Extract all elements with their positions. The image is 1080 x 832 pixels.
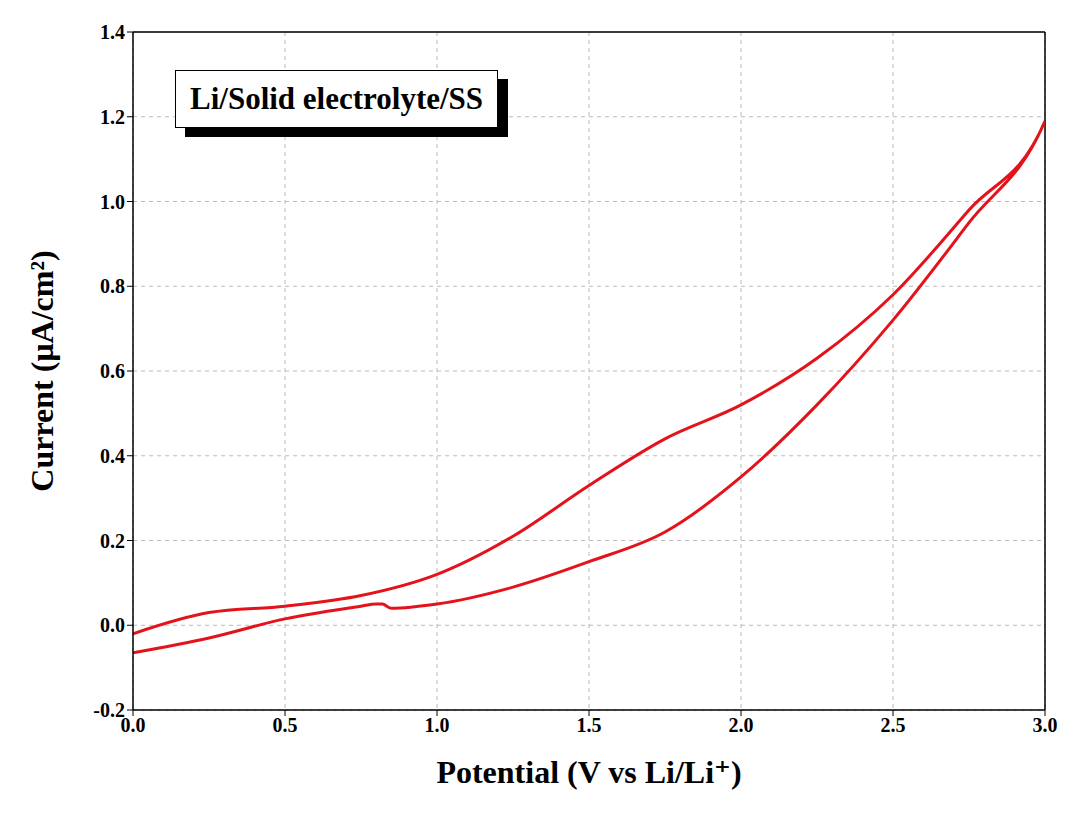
svg-text:2.5: 2.5 [881, 714, 906, 736]
svg-text:0.5: 0.5 [273, 714, 298, 736]
svg-text:0.0: 0.0 [120, 714, 146, 737]
svg-text:2.0: 2.0 [729, 714, 754, 736]
svg-text:3.0: 3.0 [1033, 714, 1058, 736]
svg-text:1.0: 1.0 [425, 714, 450, 736]
svg-text:1.4: 1.4 [100, 21, 125, 43]
svg-text:0.6: 0.6 [100, 360, 125, 382]
svg-text:0.4: 0.4 [100, 445, 125, 467]
svg-text:Current (μA/cm²): Current (μA/cm²) [24, 250, 60, 491]
svg-text:1.5: 1.5 [577, 714, 602, 736]
svg-text:0.0: 0.0 [100, 614, 125, 636]
svg-text:1.0: 1.0 [100, 191, 125, 213]
svg-text:Potential (V vs Li/Li⁺): Potential (V vs Li/Li⁺) [436, 754, 741, 790]
svg-text:0.2: 0.2 [100, 530, 125, 552]
svg-text:-0.2: -0.2 [93, 699, 125, 721]
html-text:Li/Solid electrolyte/SS: Li/Solid electrolyte/SS [190, 81, 484, 116]
svg-text:1.2: 1.2 [100, 106, 125, 128]
svg-text:0.8: 0.8 [100, 275, 125, 297]
